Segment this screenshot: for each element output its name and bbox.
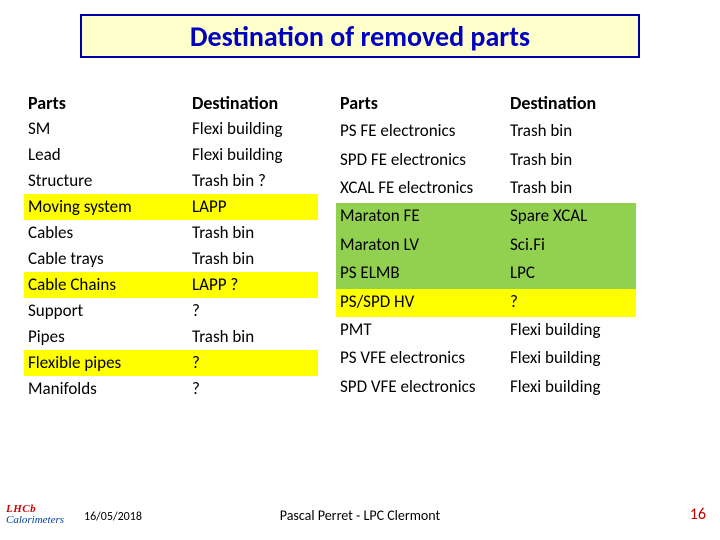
table-row: Flexible pipes? bbox=[24, 350, 318, 376]
cell-parts: Maraton LV bbox=[336, 232, 506, 260]
slide-title: Destination of removed parts bbox=[190, 19, 530, 54]
table-row: PS ELMBLPC bbox=[336, 260, 636, 288]
table-row: SPD FE electronicsTrash bin bbox=[336, 147, 636, 175]
table-row: PMTFlexi building bbox=[336, 317, 636, 345]
cell-destination: Trash bin bbox=[188, 220, 318, 246]
table-row: Support? bbox=[24, 298, 318, 324]
table-row: StructureTrash bin ? bbox=[24, 168, 318, 194]
header-destination: Destination bbox=[506, 90, 636, 118]
table-row: Manifolds? bbox=[24, 376, 318, 402]
cell-parts: Moving system bbox=[24, 194, 188, 220]
cell-destination: ? bbox=[506, 289, 636, 317]
page-number: 16 bbox=[690, 505, 706, 524]
cell-destination: Flexi building bbox=[188, 142, 318, 168]
footer-center: Pascal Perret - LPC Clermont bbox=[0, 507, 720, 524]
cell-parts: XCAL FE electronics bbox=[336, 175, 506, 203]
cell-destination: Trash bin bbox=[188, 246, 318, 272]
cell-parts: PS ELMB bbox=[336, 260, 506, 288]
table-row: PS/SPD HV? bbox=[336, 289, 636, 317]
footer: B LHCb Calorimeters 16/05/2018 Pascal Pe… bbox=[0, 506, 720, 532]
cell-destination: LPC bbox=[506, 260, 636, 288]
cell-destination: LAPP bbox=[188, 194, 318, 220]
cell-destination: Trash bin bbox=[506, 147, 636, 175]
table-gap bbox=[318, 90, 336, 402]
table-row: Maraton FESpare XCAL bbox=[336, 203, 636, 231]
right-table: PartsDestinationPS FE electronicsTrash b… bbox=[336, 90, 636, 402]
cell-parts: SPD VFE electronics bbox=[336, 374, 506, 402]
cell-parts: PS FE electronics bbox=[336, 118, 506, 146]
cell-destination: Flexi building bbox=[188, 116, 318, 142]
cell-parts: Support bbox=[24, 298, 188, 324]
cell-parts: PMT bbox=[336, 317, 506, 345]
table-row: Maraton LVSci.Fi bbox=[336, 232, 636, 260]
cell-parts: Cable Chains bbox=[24, 272, 188, 298]
header-parts: Parts bbox=[24, 90, 188, 116]
table-row: XCAL FE electronicsTrash bin bbox=[336, 175, 636, 203]
title-box: Destination of removed parts bbox=[80, 14, 640, 58]
cell-destination: Sci.Fi bbox=[506, 232, 636, 260]
table-row: SMFlexi building bbox=[24, 116, 318, 142]
cell-parts: Lead bbox=[24, 142, 188, 168]
cell-parts: Flexible pipes bbox=[24, 350, 188, 376]
left-table: PartsDestinationSMFlexi buildingLeadFlex… bbox=[24, 90, 318, 402]
cell-destination: Trash bin bbox=[506, 118, 636, 146]
table-row: CablesTrash bin bbox=[24, 220, 318, 246]
cell-parts: PS VFE electronics bbox=[336, 345, 506, 373]
cell-destination: Trash bin ? bbox=[188, 168, 318, 194]
cell-parts: SM bbox=[24, 116, 188, 142]
cell-destination: Spare XCAL bbox=[506, 203, 636, 231]
table-row: LeadFlexi building bbox=[24, 142, 318, 168]
header-parts: Parts bbox=[336, 90, 506, 118]
table-row: Moving systemLAPP bbox=[24, 194, 318, 220]
cell-destination: ? bbox=[188, 298, 318, 324]
cell-destination: Trash bin bbox=[188, 324, 318, 350]
cell-destination: LAPP ? bbox=[188, 272, 318, 298]
tables-container: PartsDestinationSMFlexi buildingLeadFlex… bbox=[24, 90, 636, 402]
cell-parts: SPD FE electronics bbox=[336, 147, 506, 175]
cell-destination: Flexi building bbox=[506, 374, 636, 402]
cell-destination: Flexi building bbox=[506, 345, 636, 373]
cell-destination: Flexi building bbox=[506, 317, 636, 345]
cell-parts: Manifolds bbox=[24, 376, 188, 402]
cell-destination: ? bbox=[188, 350, 318, 376]
header-destination: Destination bbox=[188, 90, 318, 116]
cell-parts: PS/SPD HV bbox=[336, 289, 506, 317]
cell-parts: Maraton FE bbox=[336, 203, 506, 231]
table-row: PS VFE electronicsFlexi building bbox=[336, 345, 636, 373]
cell-destination: ? bbox=[188, 376, 318, 402]
table-row: Cable ChainsLAPP ? bbox=[24, 272, 318, 298]
table-row: SPD VFE electronicsFlexi building bbox=[336, 374, 636, 402]
cell-parts: Structure bbox=[24, 168, 188, 194]
table-row: PS FE electronicsTrash bin bbox=[336, 118, 636, 146]
table-row: PipesTrash bin bbox=[24, 324, 318, 350]
cell-destination: Trash bin bbox=[506, 175, 636, 203]
cell-parts: Cable trays bbox=[24, 246, 188, 272]
cell-parts: Cables bbox=[24, 220, 188, 246]
slide: Destination of removed parts PartsDestin… bbox=[0, 0, 720, 540]
cell-parts: Pipes bbox=[24, 324, 188, 350]
table-row: Cable traysTrash bin bbox=[24, 246, 318, 272]
